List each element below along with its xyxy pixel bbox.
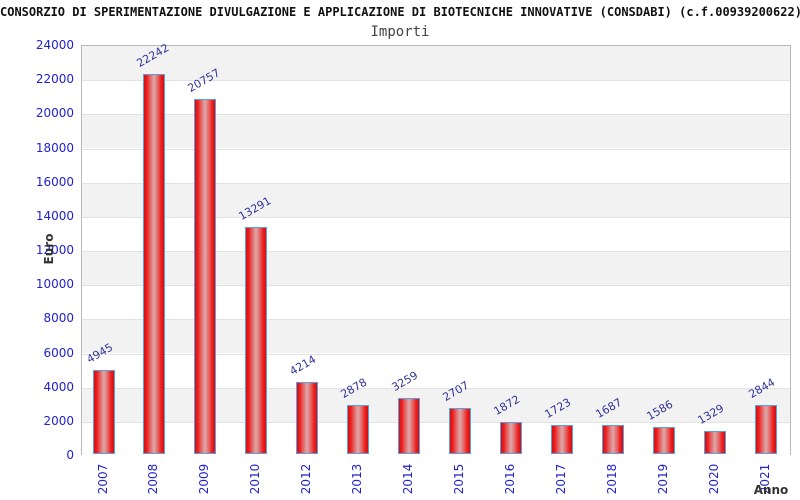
x-tick-label: 2008 [146, 463, 161, 495]
plot-area: 4945 22242 20757 13291 4214 2878 3259 2707 1872 1… [81, 41, 791, 456]
x-tick-label: 2015 [452, 463, 467, 495]
x-tick-label: 2010 [248, 463, 263, 495]
gridline [82, 353, 790, 355]
bar-2015 [449, 407, 472, 454]
y-tick-label: 18000 [35, 140, 74, 155]
y-tick-label: 2000 [43, 413, 74, 428]
gridline [82, 216, 790, 218]
y-tick-label: 12000 [35, 243, 74, 257]
plot-band [82, 182, 790, 217]
x-tick-label: 2009 [197, 463, 212, 495]
y-tick-label: 24000 [35, 38, 74, 52]
x-tick-label: 2014 [401, 463, 416, 495]
x-tick-label: 2007 [95, 463, 110, 495]
bar-2008 [143, 74, 166, 454]
y-tick-label: 0 [66, 448, 74, 462]
y-tick-label: 6000 [43, 345, 74, 360]
y-tick-label: 14000 [35, 208, 74, 223]
y-tick-label: 20000 [35, 106, 74, 121]
bar-2017 [551, 424, 574, 454]
x-tick-label: 2018 [605, 463, 620, 495]
plot-band [82, 421, 790, 456]
gridline [82, 421, 790, 423]
x-axis-title: Anno [753, 483, 789, 497]
y-tick-label: 10000 [35, 277, 74, 292]
bar-2012 [296, 382, 319, 454]
plot-band [82, 285, 790, 320]
plot-band [82, 46, 790, 81]
bar-2007 [92, 369, 115, 454]
plot-band [82, 216, 790, 251]
y-tick-label: 22000 [35, 72, 74, 87]
plot-band [82, 251, 790, 286]
bar-2009 [194, 99, 217, 454]
bar-2018 [602, 425, 625, 454]
gridline [82, 285, 790, 287]
gridline [82, 182, 790, 184]
gridline [82, 80, 790, 82]
plot-band [82, 319, 790, 354]
bar-2014 [398, 398, 421, 454]
bar-2019 [653, 426, 676, 454]
y-tick-label: 8000 [43, 311, 74, 326]
chart-title: CONSORZIO DI SPERIMENTAZIONE DIVULGAZION… [0, 5, 800, 19]
gridline [82, 251, 790, 252]
plot-band [82, 387, 790, 422]
gridline [82, 114, 790, 116]
y-axis-title: Euro [42, 233, 56, 265]
bar-2013 [347, 404, 370, 454]
x-tick-label: 2020 [707, 463, 722, 495]
gridline [82, 148, 790, 150]
y-tick-label: 16000 [35, 174, 74, 189]
bar-2016 [500, 422, 523, 454]
x-tick-label: 2017 [554, 463, 569, 495]
bar-2010 [245, 226, 268, 454]
x-tick-label: 2012 [299, 463, 314, 495]
bar-2021 [755, 405, 777, 454]
gridline [82, 387, 790, 389]
bar-2020 [704, 431, 727, 454]
gridline [82, 319, 790, 321]
x-tick-label: 2013 [350, 463, 365, 495]
plot-band [82, 148, 790, 183]
x-tick-label: 2016 [503, 463, 518, 495]
x-tick-label: 2019 [656, 463, 671, 495]
plot-band [82, 114, 790, 149]
plot-band [82, 353, 790, 388]
y-tick-label: 4000 [43, 379, 74, 394]
chart-subtitle: Importi [370, 24, 430, 40]
